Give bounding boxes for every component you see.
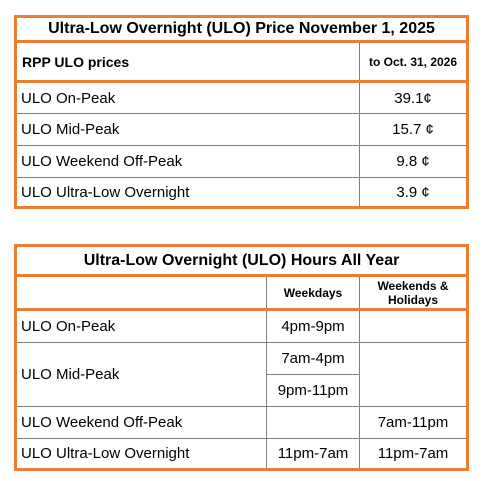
on-peak-weekends — [358, 309, 468, 343]
ultra-low-weekends: 11pm-7am — [358, 438, 468, 470]
row-label: ULO Weekend Off-Peak — [15, 406, 267, 439]
on-peak-weekdays: 4pm-9pm — [266, 309, 360, 343]
row-label: ULO Ultra-Low Overnight — [15, 177, 360, 208]
table-row: ULO Weekend Off-Peak 7am-11pm — [15, 406, 468, 439]
row-label: ULO On-Peak — [15, 81, 360, 114]
row-label: ULO Mid-Peak — [15, 342, 267, 407]
table-row: ULO Ultra-Low Overnight 3.9 ¢ — [15, 177, 468, 208]
table-row: ULO Ultra-Low Overnight 11pm-7am 11pm-7a… — [15, 438, 468, 470]
table-row: ULO Mid-Peak 7am-4pm — [15, 342, 468, 407]
row-label: ULO On-Peak — [15, 309, 267, 343]
row-label: ULO Mid-Peak — [15, 113, 360, 146]
weekdays-header: Weekdays — [266, 275, 360, 311]
weekend-off-peak-weekdays — [266, 406, 360, 439]
row-label: ULO Weekend Off-Peak — [15, 145, 360, 178]
row-price: 15.7 ¢ — [358, 113, 468, 146]
ultra-low-weekdays: 11pm-7am — [266, 438, 360, 470]
table-row: ULO Weekend Off-Peak 9.8 ¢ — [15, 145, 468, 178]
row-price: 39.1¢ — [358, 81, 468, 114]
price-table-title: Ultra-Low Overnight (ULO) Price November… — [15, 16, 468, 43]
row-price: 3.9 ¢ — [358, 177, 468, 208]
ulo-price-table: Ultra-Low Overnight (ULO) Price November… — [14, 15, 470, 209]
price-period-header: to Oct. 31, 2026 — [358, 41, 468, 83]
mid-peak-weekdays-1: 7am-4pm — [266, 342, 360, 375]
hours-table-title: Ultra-Low Overnight (ULO) Hours All Year — [15, 245, 468, 277]
table-row: 9pm-11pm — [16, 374, 468, 407]
table-row: ULO Mid-Peak 15.7 ¢ — [15, 113, 468, 146]
weekends-holidays-header: Weekends & Holidays — [358, 275, 468, 311]
row-label: ULO Ultra-Low Overnight — [15, 438, 267, 470]
rpp-ulo-prices-header: RPP ULO prices — [15, 41, 360, 83]
mid-peak-weekdays-2: 9pm-11pm — [266, 374, 360, 407]
ulo-hours-table: Ultra-Low Overnight (ULO) Hours All Year… — [14, 244, 470, 471]
table-row: ULO On-Peak 39.1¢ — [15, 81, 468, 114]
mid-peak-weekends — [358, 342, 468, 407]
table-row: ULO On-Peak 4pm-9pm — [15, 309, 468, 343]
hours-header-blank — [15, 275, 267, 311]
weekend-off-peak-weekends: 7am-11pm — [358, 406, 468, 439]
row-price: 9.8 ¢ — [358, 145, 468, 178]
